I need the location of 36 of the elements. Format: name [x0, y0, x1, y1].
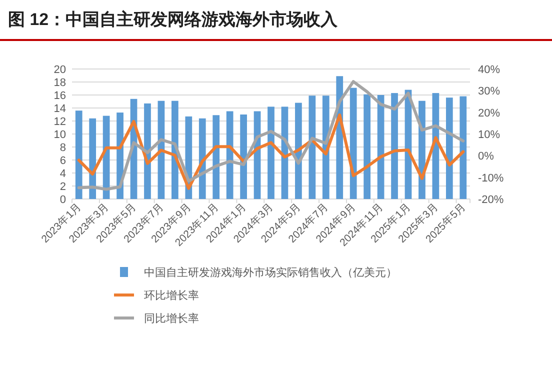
- y-tick-label: 18: [54, 77, 66, 89]
- y2-tick-label: 40%: [478, 64, 500, 76]
- y-tick-label: 14: [54, 103, 66, 115]
- bar: [295, 102, 302, 199]
- y-tick-label: 0: [60, 194, 66, 206]
- y-tick-label: 4: [60, 168, 66, 180]
- y2-tick-label: 0%: [478, 150, 494, 163]
- y-tick-label: 6: [60, 155, 66, 167]
- bar: [226, 111, 234, 199]
- bar: [212, 115, 220, 199]
- line-series: [77, 80, 465, 191]
- bar: [268, 106, 274, 199]
- bar: [391, 93, 398, 199]
- line-series: [77, 113, 465, 190]
- legend-label: 同比增长率: [144, 312, 199, 325]
- bar: [75, 110, 82, 199]
- y2-tick-label: 20%: [478, 107, 500, 120]
- bar: [446, 98, 453, 199]
- y-tick-label: 2: [60, 181, 66, 193]
- y-tick-label: 8: [60, 142, 66, 154]
- title: 图 12：中国自主研发网络游戏海外市场收入: [8, 10, 338, 29]
- y2-tick-label: -10%: [478, 172, 504, 184]
- bar: [240, 114, 247, 199]
- y-tick-label: 10: [54, 129, 66, 141]
- y2-tick-label: 30%: [478, 86, 500, 98]
- bar: [364, 94, 370, 199]
- y-tick-label: 20: [54, 64, 66, 76]
- y2-tick-label: 10%: [478, 129, 500, 141]
- legend-label: 环比增长率: [144, 289, 199, 302]
- bar: [460, 96, 467, 199]
- legend-label: 中国自主研发游戏海外市场实际销售收入（亿美元）: [144, 266, 397, 279]
- y-tick-label: 16: [54, 90, 66, 102]
- bar: [308, 96, 316, 199]
- y-tick-label: 12: [54, 116, 66, 128]
- y2-tick-label: -20%: [478, 194, 504, 206]
- bar: [350, 88, 357, 199]
